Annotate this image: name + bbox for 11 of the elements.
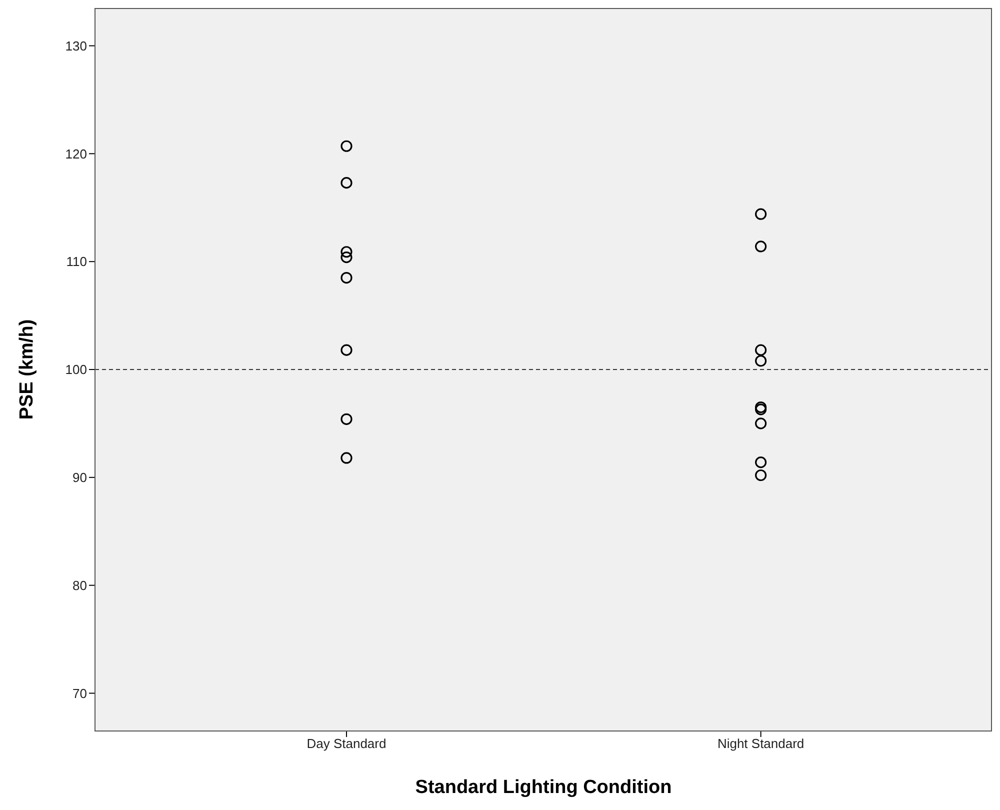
x-tick-label: Day Standard — [306, 736, 386, 752]
y-tick-label: 100 — [65, 362, 87, 378]
y-tick-label: 90 — [72, 470, 87, 486]
y-tick-label: 80 — [72, 578, 87, 593]
y-tick-label: 130 — [65, 38, 87, 54]
y-axis-title: PSE (km/h) — [16, 319, 38, 420]
y-tick-label: 70 — [72, 686, 87, 701]
y-tick-label: 110 — [66, 254, 87, 270]
x-tick-label: Night Standard — [717, 736, 804, 752]
x-axis-title: Standard Lighting Condition — [415, 777, 672, 798]
y-tick-label: 120 — [65, 146, 87, 162]
